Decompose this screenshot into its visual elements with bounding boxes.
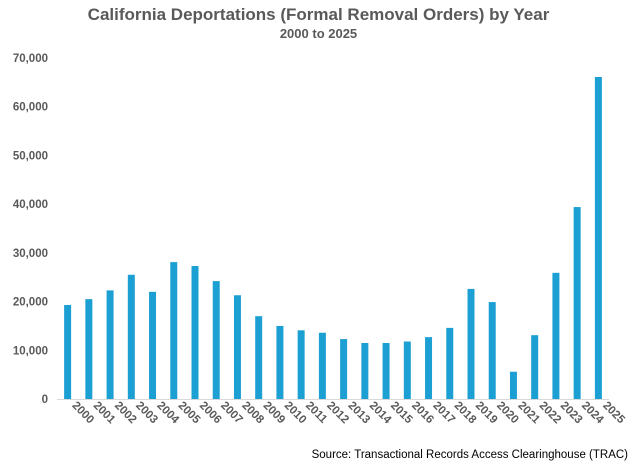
y-tick-label: 30,000 (13, 248, 48, 260)
bar-2023 (552, 272, 560, 399)
bar-2018 (446, 327, 454, 399)
x-tick-label: 2010 (282, 400, 309, 427)
bar-2000 (64, 304, 72, 399)
x-axis: 2000200120022003200420052006200720082009… (69, 400, 627, 427)
bar-2020 (488, 302, 496, 399)
chart-subtitle: 2000 to 2025 (279, 26, 358, 41)
x-tick-label: 2019 (473, 400, 500, 427)
y-tick-label: 20,000 (13, 297, 48, 309)
x-tick-label: 2013 (345, 400, 372, 427)
x-tick-label: 2023 (558, 400, 585, 427)
bar-2001 (85, 299, 93, 399)
bar-2019 (467, 288, 475, 399)
y-tick-label: 10,000 (13, 345, 48, 357)
bar-2008 (233, 295, 241, 399)
bar-2012 (318, 332, 326, 399)
bar-2015 (382, 342, 390, 399)
y-tick-label: 0 (42, 394, 48, 406)
bar-2003 (127, 274, 135, 399)
x-tick-label: 2005 (176, 400, 203, 427)
bar-2007 (212, 281, 220, 399)
bar-2004 (149, 291, 157, 399)
y-tick-label: 40,000 (13, 199, 48, 211)
y-axis: 0 10,000 20,000 30,000 40,000 50,000 60,000 70,… (13, 53, 48, 406)
bar-2013 (340, 339, 348, 399)
x-tick-label: 2020 (494, 400, 521, 427)
bar-2021 (509, 371, 517, 399)
bar-2005 (170, 262, 178, 399)
source-note: Source: Transactional Records Access Cle… (311, 449, 628, 461)
x-tick-label: 2024 (579, 400, 606, 427)
y-tick-label: 70,000 (13, 53, 48, 65)
x-tick-label: 2015 (388, 400, 415, 427)
x-tick-label: 2008 (239, 400, 266, 427)
x-tick-label: 2022 (537, 400, 564, 427)
x-tick-label: 2002 (112, 400, 139, 427)
x-tick-label: 2004 (154, 400, 181, 427)
x-tick-label: 2007 (218, 400, 245, 427)
bar-2022 (531, 335, 539, 399)
bar-2009 (255, 316, 263, 399)
x-tick-label: 2018 (452, 400, 479, 427)
bar-2010 (276, 325, 284, 399)
y-tick-label: 50,000 (13, 150, 48, 162)
x-tick-label: 2014 (367, 400, 394, 427)
bar-2017 (425, 337, 433, 399)
x-tick-label: 2011 (303, 400, 330, 427)
bar-2006 (191, 266, 199, 399)
x-tick-label: 2017 (430, 400, 457, 427)
bar-2002 (106, 290, 114, 399)
bar-2014 (361, 342, 369, 399)
bar-series (64, 77, 602, 399)
x-tick-label: 2003 (133, 400, 160, 427)
chart-title: California Deportations (Formal Removal … (87, 5, 550, 24)
x-tick-label: 2016 (409, 400, 436, 427)
x-tick-label: 2000 (69, 400, 96, 427)
x-tick-label: 2021 (515, 400, 542, 427)
bar-2025 (594, 77, 602, 399)
x-tick-label: 2025 (600, 400, 627, 427)
x-tick-label: 2009 (261, 400, 288, 427)
x-tick-label: 2001 (91, 400, 118, 427)
x-tick-label: 2006 (197, 400, 224, 427)
bar-2011 (297, 330, 305, 399)
x-tick-label: 2012 (324, 400, 351, 427)
bar-2024 (573, 207, 581, 399)
bar-2016 (403, 341, 411, 399)
y-tick-label: 60,000 (13, 102, 48, 114)
